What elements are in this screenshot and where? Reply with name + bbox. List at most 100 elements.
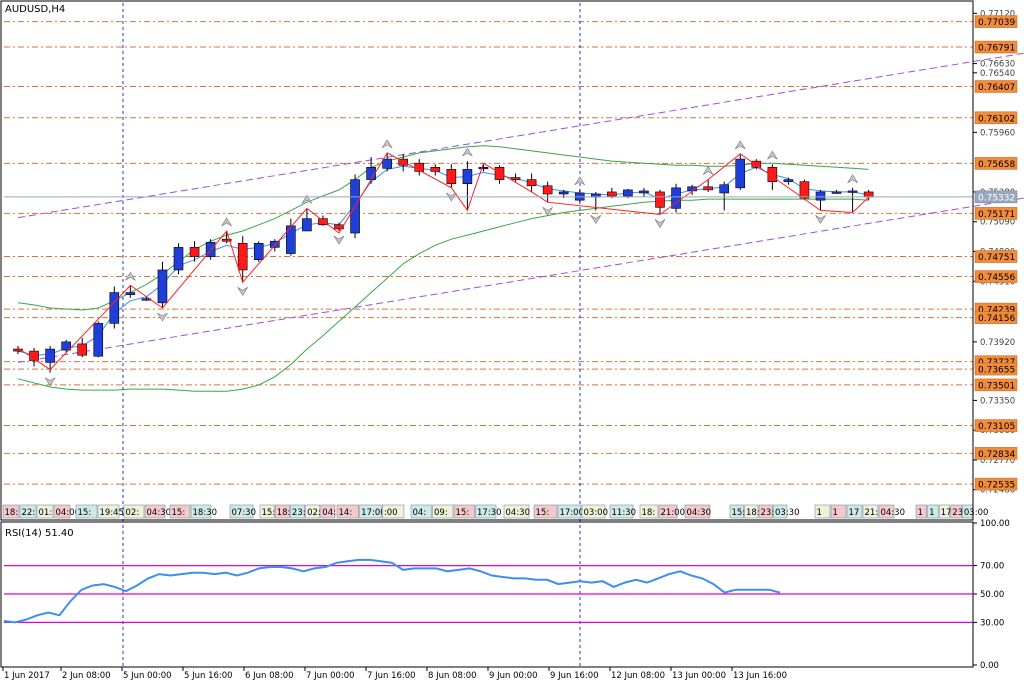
time-tick-label: 5 Jun 16:00 — [184, 671, 233, 681]
time-axis: 1 Jun 2017 2 Jun 08:00 5 Jun 00:00 5 Jun 16… — [2, 667, 787, 681]
time-tag — [773, 504, 788, 519]
current-price-tag — [974, 190, 1018, 204]
price-level-tag — [974, 250, 1018, 263]
candle-body — [318, 218, 328, 226]
fractal-markers — [44, 139, 858, 387]
price-level-label: 0.73105 — [978, 422, 1015, 432]
time-tag-label: 15: — [78, 508, 92, 518]
price-level-tag — [974, 157, 1018, 170]
candle-body — [205, 241, 216, 257]
time-tick-label: 7 Jun 00:00 — [306, 671, 355, 681]
price-level-tag — [974, 270, 1018, 283]
fractal-up-arrow — [381, 139, 393, 149]
candle-body — [269, 240, 280, 248]
time-tag-label: 1 — [833, 508, 838, 518]
time-tag — [814, 504, 831, 519]
candle-body — [558, 191, 569, 195]
time-tag-label: 04:30 — [322, 508, 347, 518]
time-tag-label: 18: — [277, 508, 291, 518]
price-level-label: 0.75171 — [978, 210, 1015, 220]
candle-body — [109, 292, 120, 324]
fractal-up-arrow — [734, 140, 746, 150]
time-tag — [744, 504, 759, 519]
fractal-down-arrow — [157, 312, 168, 322]
price-level-label: 0.76407 — [978, 83, 1015, 93]
time-tag — [830, 504, 847, 519]
time-tag — [503, 504, 530, 519]
price-tick-label: 0.73350 — [980, 396, 1015, 406]
candle-body — [863, 191, 874, 198]
bollinger-lower-line — [17, 198, 869, 392]
price-level-label: 0.72834 — [978, 450, 1015, 460]
time-tag-label: 1 — [918, 508, 923, 518]
time-tag-label: 21:30 — [865, 508, 890, 518]
price-tick-label: 0.73920 — [980, 338, 1015, 348]
price-level-tag — [974, 207, 1018, 220]
time-tag — [144, 504, 166, 519]
time-tag-label: 15: — [172, 508, 186, 518]
candle-body — [831, 191, 842, 194]
time-tag-label: 1 — [817, 508, 822, 518]
time-tag-label: 21:00 — [661, 508, 686, 518]
time-tag-label: 17 — [849, 508, 860, 518]
candle-body — [302, 218, 312, 232]
channel-line — [17, 52, 1024, 219]
price-level-tag — [974, 40, 1018, 54]
candle-body — [462, 169, 473, 185]
time-tag-label: 03:00 — [964, 508, 989, 518]
time-tag-label: 03:30 — [775, 508, 800, 518]
time-tag-label: 07:30 — [232, 508, 257, 518]
time-tag-label: 17:00 — [361, 508, 386, 518]
price-level-label: 0.73501 — [978, 381, 1015, 391]
price-tick-label: 0.75090 — [980, 218, 1015, 228]
fractal-up-arrow — [847, 174, 858, 184]
time-tag — [97, 504, 120, 519]
candle-body — [815, 191, 826, 201]
candle-body — [125, 292, 136, 295]
time-tag — [475, 504, 497, 519]
time-tag-label: 04:30 — [147, 508, 172, 518]
candle-body — [446, 169, 457, 185]
candle-body — [253, 242, 264, 261]
candle-body — [221, 238, 232, 242]
price-level-tag — [974, 80, 1018, 93]
price-level-label: 0.73655 — [978, 366, 1015, 376]
candle-body — [13, 348, 23, 352]
channel-line — [17, 197, 1024, 363]
candle-body — [173, 247, 184, 271]
time-tag-label: 01: — [39, 508, 53, 518]
candle-body — [286, 225, 296, 254]
candle-body — [719, 184, 730, 194]
price-level-tag — [974, 447, 1018, 460]
price-level-label: 0.75658 — [978, 160, 1015, 170]
time-tag-label: 18:30 — [193, 508, 218, 518]
candle-body — [45, 348, 55, 363]
rsi-panel: 100.00 70.00 50.00 30.00 0.00 — [3, 519, 1010, 671]
time-tag-label: 17:00 — [560, 508, 585, 518]
time-tag-label: 1 — [929, 508, 934, 518]
time-tag — [846, 504, 863, 519]
candle-body — [334, 224, 344, 230]
fractal-down-arrow — [815, 215, 826, 224]
rsi-line — [3, 558, 781, 624]
time-tag-label: 11:30 — [612, 508, 637, 518]
candle-body — [703, 186, 713, 191]
time-tick-label: 13 Jun 00:00 — [672, 671, 726, 681]
candle-body — [526, 179, 537, 187]
time-tick-label: 2 Jun 08:00 — [62, 671, 111, 681]
time-tag — [19, 504, 37, 519]
current-price-label: 0.75332 — [978, 193, 1015, 203]
time-tag — [274, 504, 290, 519]
fractal-up-arrow — [221, 217, 232, 227]
candle-body — [157, 269, 168, 304]
price-level-label: 0.76791 — [978, 44, 1015, 54]
time-tag — [75, 504, 98, 519]
time-tag — [878, 504, 895, 519]
time-tag — [915, 504, 927, 519]
candle-body — [767, 166, 778, 182]
time-tag — [305, 504, 321, 519]
